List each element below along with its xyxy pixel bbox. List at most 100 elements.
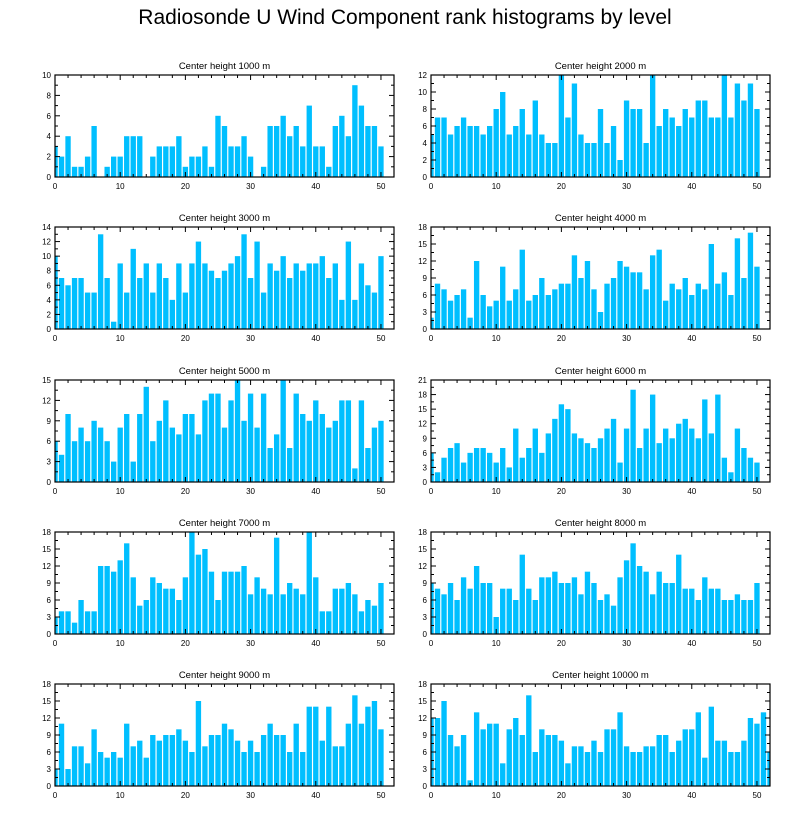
bar [293, 723, 299, 786]
bar [319, 146, 325, 177]
bar [189, 156, 195, 177]
bar [208, 166, 215, 177]
bar [617, 577, 623, 634]
bar [137, 136, 143, 177]
x-tick-label: 10 [116, 791, 125, 800]
bar [339, 746, 345, 786]
bar [565, 283, 571, 329]
bar [689, 295, 695, 329]
bar [84, 763, 91, 786]
bar [104, 441, 110, 482]
bar [202, 746, 208, 786]
bar [189, 752, 195, 786]
bar [117, 560, 123, 634]
bar [247, 594, 254, 634]
bar [500, 92, 506, 177]
bar [91, 729, 97, 786]
bar [345, 583, 352, 634]
y-tick-label: 6 [423, 596, 428, 605]
bar [306, 263, 312, 329]
bar [208, 393, 215, 482]
bar [460, 577, 467, 634]
x-tick-label: 30 [246, 334, 255, 343]
bar [695, 283, 701, 329]
bar [332, 588, 338, 634]
bar [545, 735, 552, 786]
bar [754, 583, 760, 634]
y-tick-label: 12 [418, 71, 427, 80]
bar [150, 441, 156, 482]
bar [441, 457, 447, 482]
bar [215, 735, 221, 786]
bar [371, 427, 378, 482]
bar [552, 418, 558, 482]
bar [539, 134, 545, 177]
bar [273, 126, 280, 177]
bar [441, 701, 447, 786]
bar [747, 600, 754, 634]
bar [623, 746, 630, 786]
bar [578, 134, 584, 177]
x-tick-label: 20 [181, 487, 190, 496]
bar [300, 146, 306, 177]
x-tick-label: 0 [429, 182, 434, 191]
bar [189, 532, 195, 634]
bar [202, 146, 208, 177]
y-tick-label: 3 [423, 765, 428, 774]
panel-title: Center height 4000 m [555, 213, 646, 224]
panel-title: Center height 9000 m [179, 670, 270, 681]
bar [137, 278, 143, 329]
bar [111, 461, 117, 482]
y-tick-label: 6 [47, 112, 52, 121]
bar [345, 136, 352, 177]
bar [584, 261, 591, 329]
x-tick-label: 40 [687, 639, 696, 648]
bar [221, 270, 228, 329]
y-tick-label: 12 [418, 562, 427, 571]
bar [156, 583, 162, 634]
panel-7: Center height 7000 m 0 3 6 9 12 15 18 0 10 20 30 40 5… [42, 518, 395, 648]
bar [676, 423, 682, 482]
bar [293, 588, 299, 634]
y-tick-label: 12 [418, 420, 427, 429]
panel-title: Center height 7000 m [179, 518, 270, 529]
bar [365, 285, 371, 329]
y-tick-label: 0 [47, 173, 52, 182]
bar [78, 600, 84, 634]
bar [358, 105, 365, 177]
bar [467, 126, 473, 177]
bar [182, 414, 189, 482]
bar [195, 434, 202, 482]
bar [532, 100, 538, 177]
bar [300, 594, 306, 634]
bar [663, 735, 669, 786]
bar [332, 746, 338, 786]
panel-1: Center height 1000 m 0 2 4 6 8 10 0 10 20 30 40 50 [42, 61, 395, 191]
bar [741, 448, 747, 482]
x-tick-label: 0 [53, 487, 58, 496]
bar [610, 605, 617, 634]
bar [526, 448, 532, 482]
bar [176, 263, 182, 329]
x-tick-label: 10 [116, 639, 125, 648]
bar [682, 418, 688, 482]
bar [117, 427, 123, 482]
bar [247, 740, 254, 786]
bar [55, 146, 58, 177]
bar [111, 571, 117, 634]
bar [480, 134, 486, 177]
bar [280, 380, 286, 482]
y-tick-label: 8 [47, 267, 52, 276]
panel-9: Center height 9000 m 0 3 6 9 12 15 18 0 10 20 30 40 5… [42, 670, 395, 800]
panel-title: Center height 1000 m [179, 61, 270, 72]
x-tick-label: 20 [181, 182, 190, 191]
x-tick-label: 20 [181, 639, 190, 648]
bar [610, 126, 617, 177]
bar [715, 394, 721, 482]
y-tick-label: 15 [42, 376, 51, 385]
bar [708, 244, 714, 329]
y-tick-label: 2 [423, 156, 428, 165]
bar [447, 134, 454, 177]
bar [221, 723, 228, 786]
y-tick-label: 18 [42, 680, 51, 689]
